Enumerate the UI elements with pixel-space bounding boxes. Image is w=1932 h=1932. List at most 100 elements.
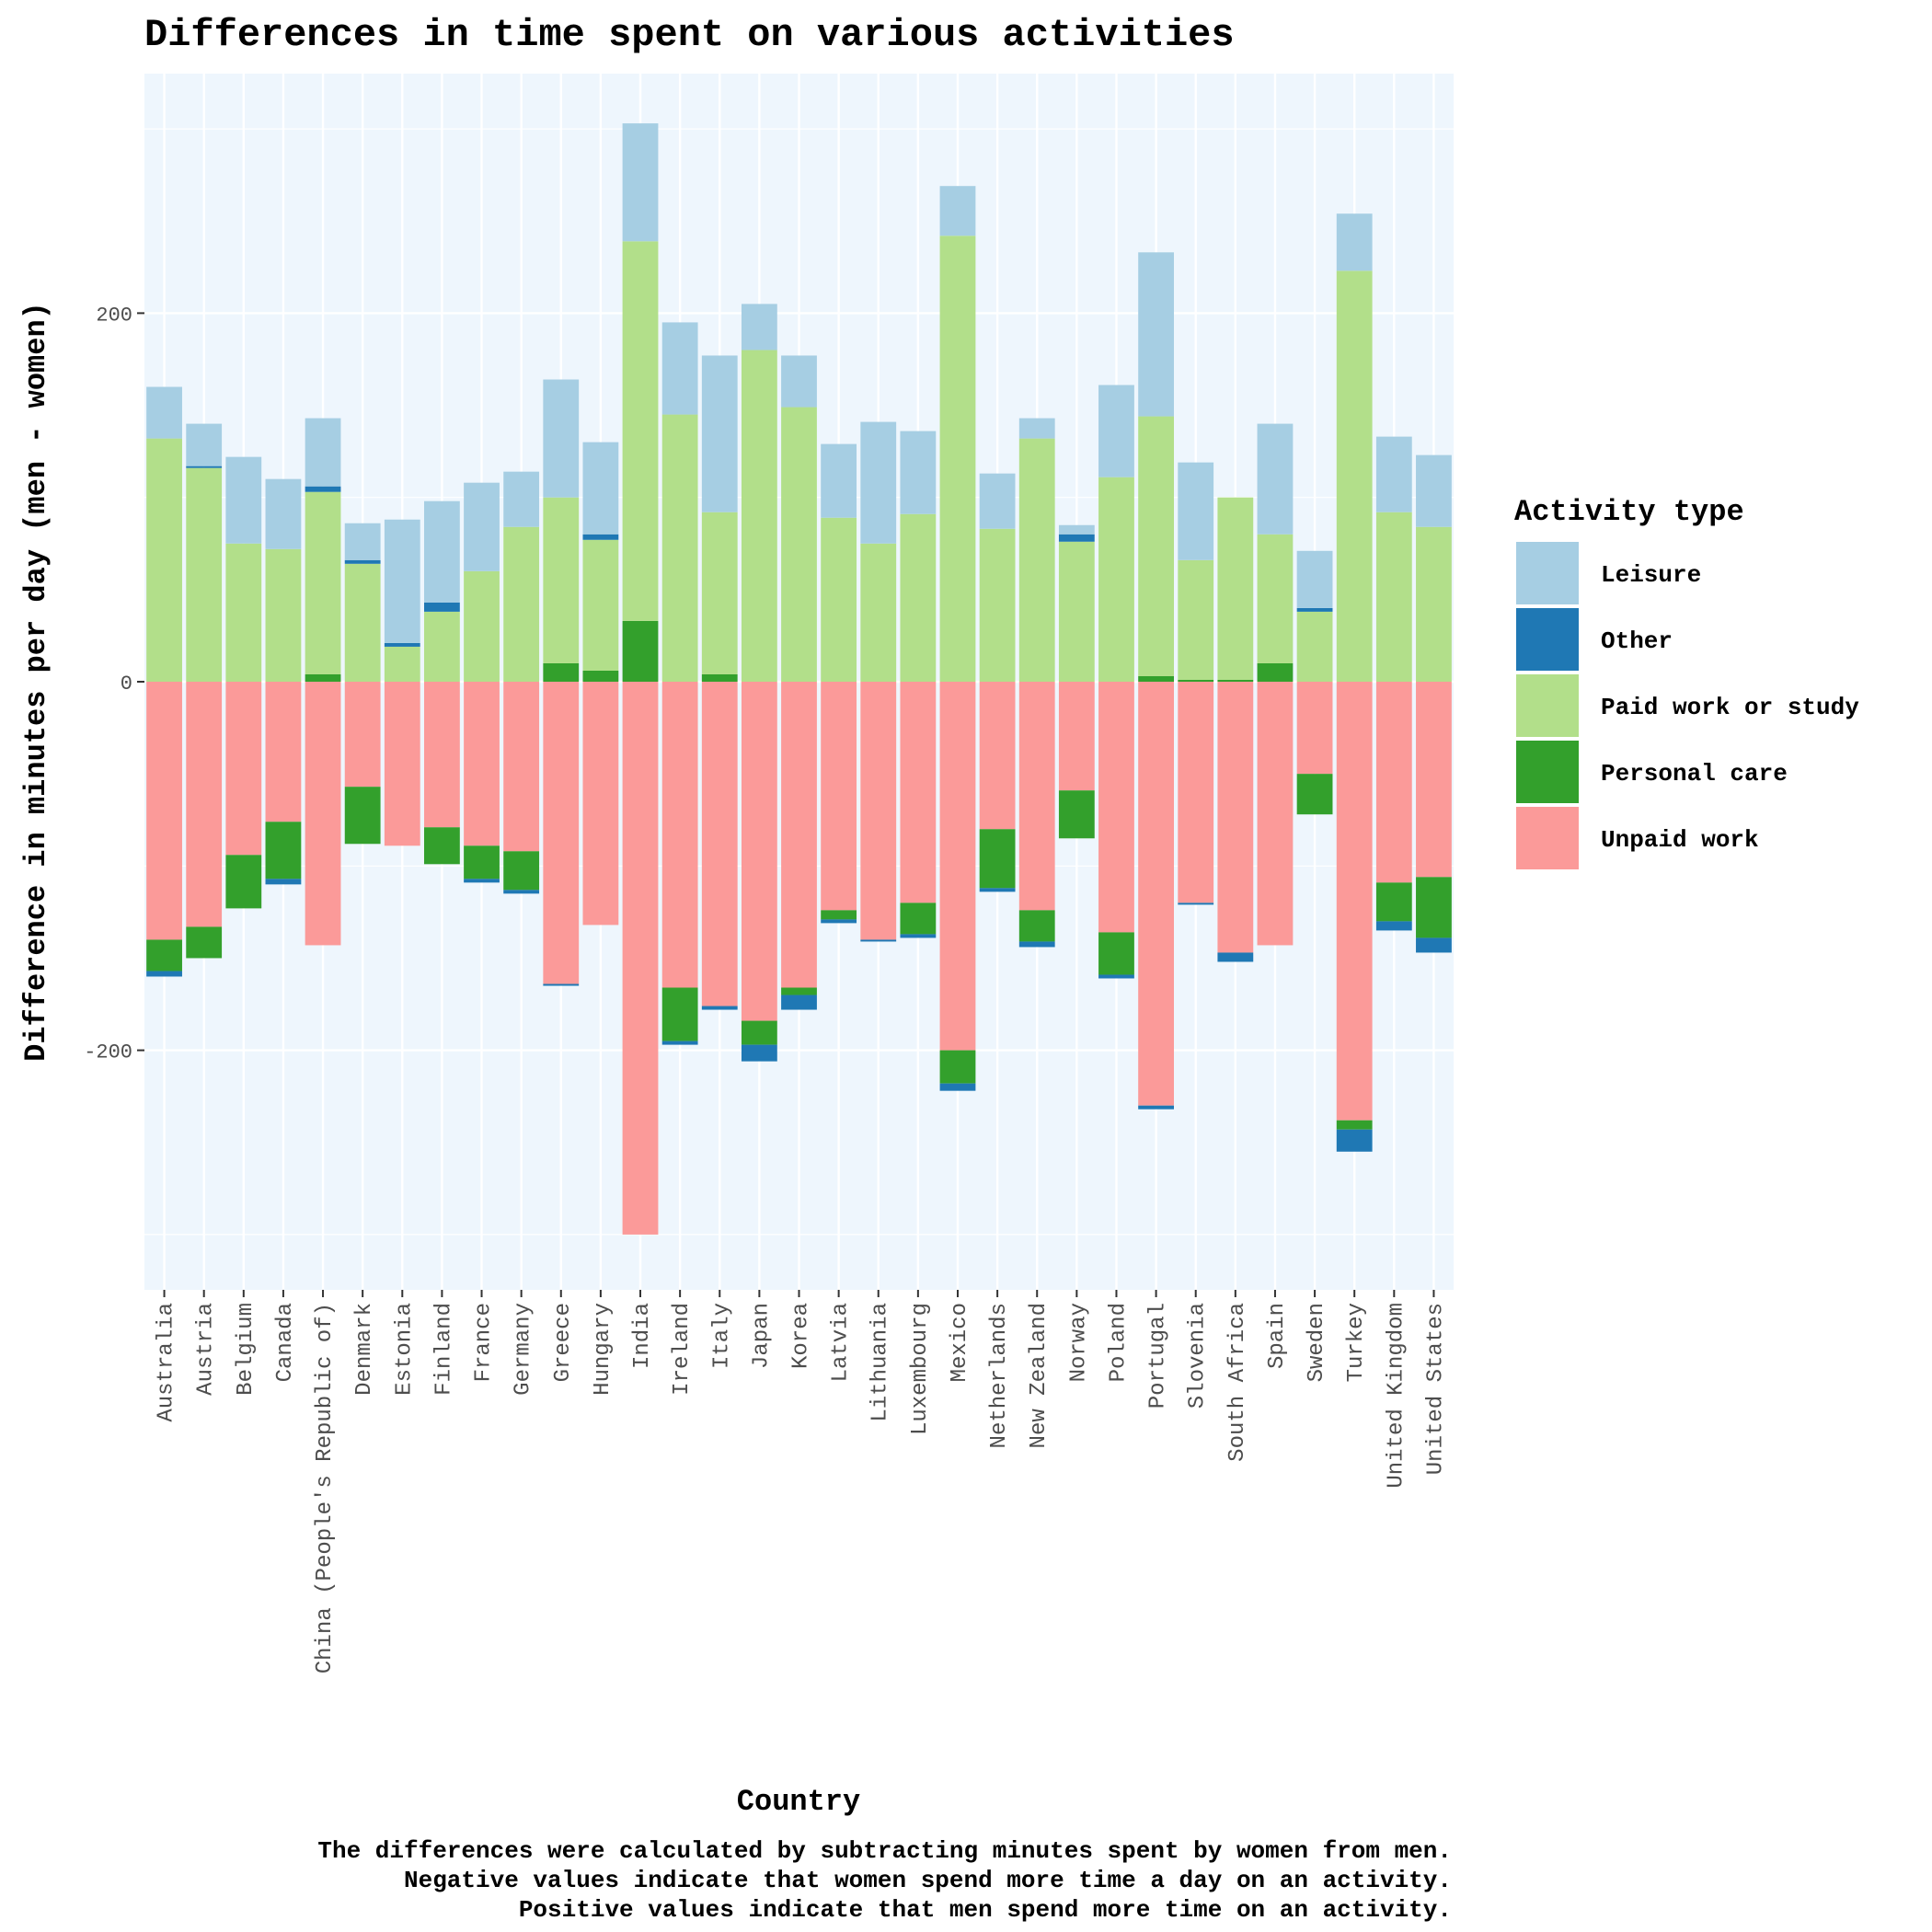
bar-italy-personal-care <box>701 673 738 682</box>
bar-latvia-unpaid-work <box>821 682 857 911</box>
bar-new-zealand-other <box>1018 941 1055 948</box>
bar-germany-personal-care <box>503 851 540 891</box>
bar-italy-other <box>701 1006 738 1010</box>
bar-denmark-unpaid-work <box>344 682 381 788</box>
bar-norway-unpaid-work <box>1058 682 1095 791</box>
bar-sweden-unpaid-work <box>1296 682 1333 775</box>
bar-mexico-personal-care <box>939 1050 976 1084</box>
x-tick-label-greece: Greece <box>551 1303 576 1382</box>
x-axis-title: Country <box>737 1785 860 1819</box>
bar-ireland-other <box>661 1041 698 1045</box>
legend-label-personal-care: Personal care <box>1601 760 1788 788</box>
bar-india-leisure <box>622 123 659 242</box>
legend-label-leisure: Leisure <box>1601 561 1701 589</box>
bar-japan-leisure <box>741 304 777 351</box>
bar-canada-personal-care <box>265 822 302 880</box>
legend-label-other: Other <box>1601 627 1673 655</box>
bar-canada-paid-work-or-study <box>265 548 302 682</box>
caption-line-2: Negative values indicate that women spen… <box>404 1867 1452 1894</box>
bar-germany-other <box>503 890 540 894</box>
bar-china-people-s-republic-of-personal-care <box>305 673 341 682</box>
bar-estonia-leisure <box>384 519 420 643</box>
x-tick-label-hungary: Hungary <box>591 1303 615 1396</box>
bar-mexico-paid-work-or-study <box>939 236 976 682</box>
bar-estonia-unpaid-work <box>384 682 420 846</box>
x-tick-label-lithuania: Lithuania <box>868 1303 893 1422</box>
bar-india-unpaid-work <box>622 682 659 1235</box>
bar-united-states-personal-care <box>1416 877 1452 938</box>
legend-swatch-paid-work-or-study <box>1516 674 1579 737</box>
bar-greece-unpaid-work <box>543 682 580 984</box>
bar-turkey-unpaid-work <box>1336 682 1373 1121</box>
x-tick-label-united-states: United States <box>1423 1303 1448 1475</box>
legend-swatch-leisure <box>1516 542 1579 604</box>
bar-united-states-paid-work-or-study <box>1416 526 1452 682</box>
y-axis-title: Difference in minutes per day (men - wom… <box>19 302 53 1062</box>
bar-austria-unpaid-work <box>186 682 223 927</box>
y-tick-label: 200 <box>96 304 132 327</box>
caption-line-1: The differences were calculated by subtr… <box>317 1837 1452 1865</box>
bar-france-personal-care <box>464 845 500 880</box>
bar-ireland-unpaid-work <box>661 682 698 988</box>
bar-france-paid-work-or-study <box>464 570 500 682</box>
bar-lithuania-paid-work-or-study <box>860 543 897 682</box>
bar-japan-paid-work-or-study <box>741 350 777 682</box>
bar-australia-unpaid-work <box>146 682 182 940</box>
x-tick-label-turkey: Turkey <box>1344 1303 1369 1382</box>
bar-belgium-personal-care <box>225 855 262 909</box>
bar-spain-paid-work-or-study <box>1257 534 1294 663</box>
bar-germany-paid-work-or-study <box>503 526 540 682</box>
bar-france-leisure <box>464 482 500 571</box>
bar-sweden-personal-care <box>1296 774 1333 815</box>
x-tick-label-latvia: Latvia <box>829 1303 854 1382</box>
bar-united-states-leisure <box>1416 454 1452 527</box>
bar-latvia-leisure <box>821 443 857 518</box>
x-tick-label-united-kingdom: United Kingdom <box>1384 1303 1409 1489</box>
bar-norway-other <box>1058 534 1095 542</box>
x-tick-label-denmark: Denmark <box>352 1303 377 1396</box>
bar-canada-unpaid-work <box>265 682 302 822</box>
bar-united-kingdom-personal-care <box>1375 882 1412 922</box>
x-tick-label-belgium: Belgium <box>234 1303 259 1396</box>
bar-portugal-unpaid-work <box>1138 682 1174 1106</box>
bar-netherlands-personal-care <box>979 829 1016 889</box>
bar-stack-layer <box>146 123 1452 1235</box>
x-tick-label-japan: Japan <box>749 1303 774 1369</box>
bar-new-zealand-leisure <box>1018 418 1055 439</box>
x-tick-label-china-people-s-republic-of: China (People's Republic of) <box>313 1303 338 1673</box>
bar-finland-unpaid-work <box>424 682 460 828</box>
bar-norway-personal-care <box>1058 790 1095 839</box>
bar-united-kingdom-unpaid-work <box>1375 682 1412 883</box>
legend-swatch-personal-care <box>1516 741 1579 803</box>
bar-italy-unpaid-work <box>701 682 738 1006</box>
bar-canada-leisure <box>265 478 302 549</box>
bar-austria-leisure <box>186 423 223 466</box>
bar-south-africa-unpaid-work <box>1217 682 1254 953</box>
bar-germany-unpaid-work <box>503 682 540 852</box>
legend-title: Activity type <box>1514 495 1744 529</box>
bar-portugal-paid-work-or-study <box>1138 416 1174 676</box>
bar-finland-leisure <box>424 500 460 603</box>
x-tick-label-australia: Australia <box>155 1303 179 1422</box>
x-tick-label-portugal: Portugal <box>1146 1303 1171 1409</box>
bar-united-states-unpaid-work <box>1416 682 1452 878</box>
legend-label-unpaid-work: Unpaid work <box>1601 826 1759 854</box>
bar-australia-leisure <box>146 386 182 439</box>
bar-portugal-leisure <box>1138 252 1174 417</box>
bar-india-personal-care <box>622 620 659 682</box>
bar-greece-personal-care <box>543 662 580 682</box>
bar-slovenia-personal-care <box>1178 679 1214 682</box>
x-tick-label-new-zealand: New Zealand <box>1027 1303 1052 1448</box>
x-tick-label-india: India <box>630 1303 655 1369</box>
bar-hungary-unpaid-work <box>582 682 619 926</box>
bar-mexico-unpaid-work <box>939 682 976 1051</box>
bar-finland-other <box>424 602 460 612</box>
x-tick-label-austria: Austria <box>194 1303 219 1396</box>
bar-united-kingdom-other <box>1375 921 1412 931</box>
bar-finland-personal-care <box>424 827 460 865</box>
bar-france-unpaid-work <box>464 682 500 846</box>
bar-korea-personal-care <box>781 987 817 995</box>
bar-poland-personal-care <box>1098 932 1134 975</box>
bar-hungary-other <box>582 534 619 540</box>
x-axis-ticks: Australia Austria Belgium Canada China (Peop… <box>155 1290 1448 1673</box>
